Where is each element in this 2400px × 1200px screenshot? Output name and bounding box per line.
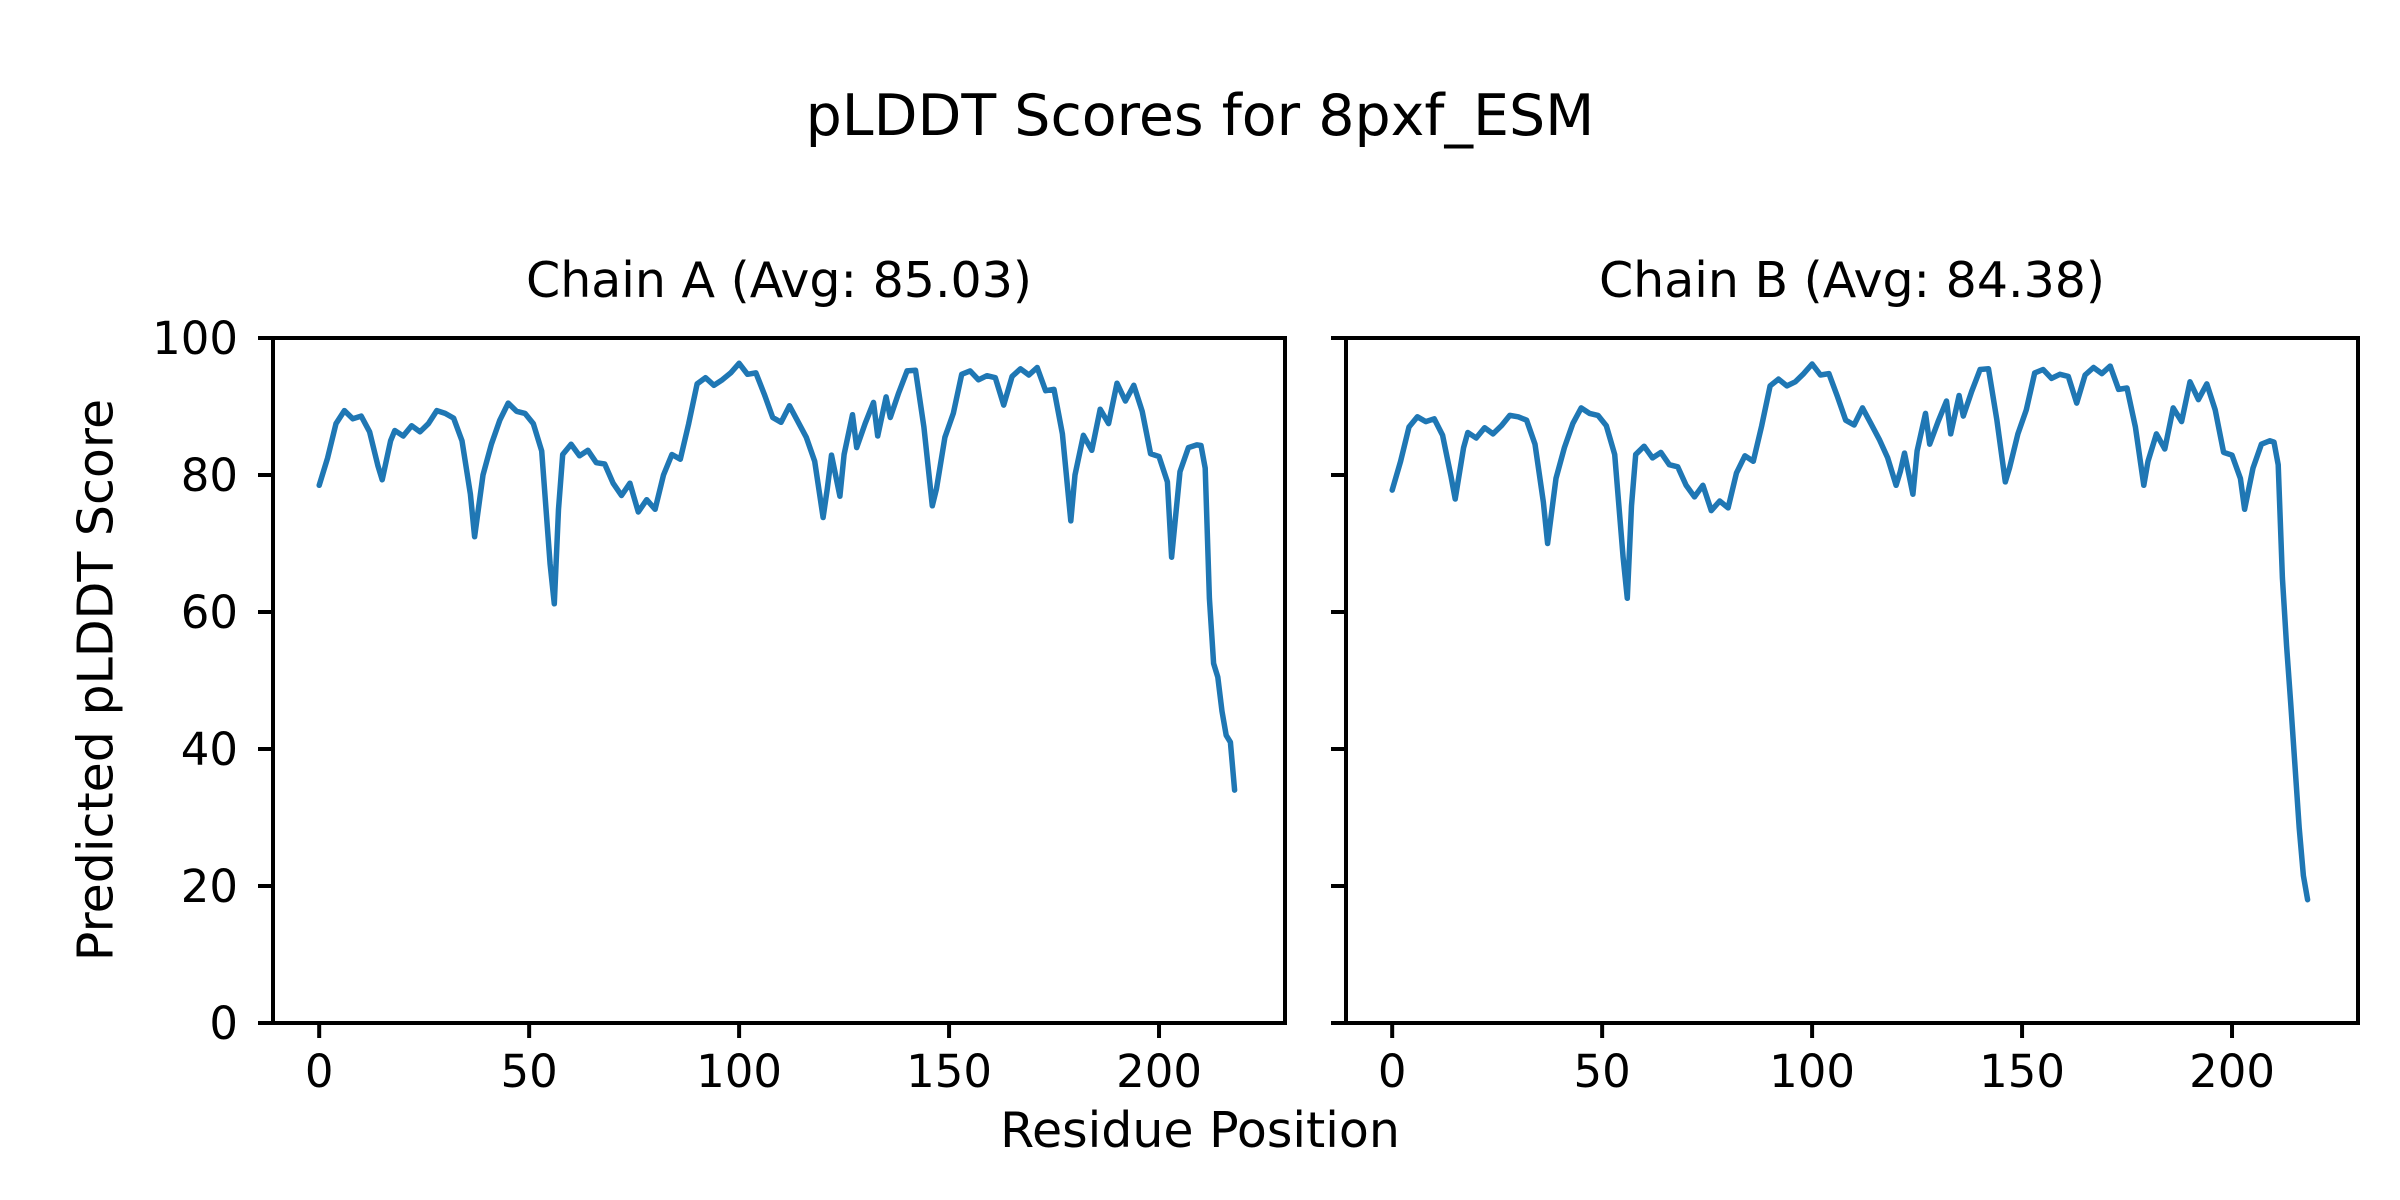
plddt-line-chain-a <box>316 360 1238 793</box>
x-tick-label: 50 <box>500 1045 558 1098</box>
subplot-title-chain-a: Chain A (Avg: 85.03) <box>526 252 1032 309</box>
y-tick-label: 100 <box>152 312 238 365</box>
axes-spines <box>1344 336 2360 1025</box>
x-tick-label: 0 <box>1377 1045 1407 1098</box>
y-tick-label: 40 <box>180 723 238 776</box>
plddt-line-chain-b <box>1389 361 2311 903</box>
x-tick-label: 0 <box>304 1045 334 1098</box>
x-tick-label: 50 <box>1573 1045 1631 1098</box>
y-tick-label: 0 <box>209 997 238 1050</box>
x-tick-label: 150 <box>1979 1045 2066 1098</box>
x-axis-label: Residue Position <box>1000 1102 1400 1159</box>
subplot-chain-b: Chain B (Avg: 84.38) 0 50 100 150 200 <box>1331 254 2360 1094</box>
x-tick-label: 100 <box>696 1045 783 1098</box>
y-tick-label: 60 <box>180 586 238 639</box>
plot-area-chain-b <box>1331 336 2360 1038</box>
subplot-chain-a: Chain A (Avg: 85.03) 0 50 100 150 200 0 20 40 60… <box>152 254 1287 1094</box>
x-tick-label: 100 <box>1769 1045 1856 1098</box>
subplot-title-chain-b: Chain B (Avg: 84.38) <box>1598 252 2106 309</box>
y-tick-label: 80 <box>180 449 238 502</box>
x-tick-label: 150 <box>906 1045 993 1098</box>
plot-area-chain-a <box>258 336 1287 1038</box>
figure-title: pLDDT Scores for 8pxf_ESM <box>805 83 1595 149</box>
axes-spines <box>271 336 1287 1025</box>
x-tick-label: 200 <box>1116 1045 1202 1098</box>
x-tick-label: 200 <box>2189 1045 2275 1098</box>
y-tick-label: 20 <box>180 860 238 913</box>
